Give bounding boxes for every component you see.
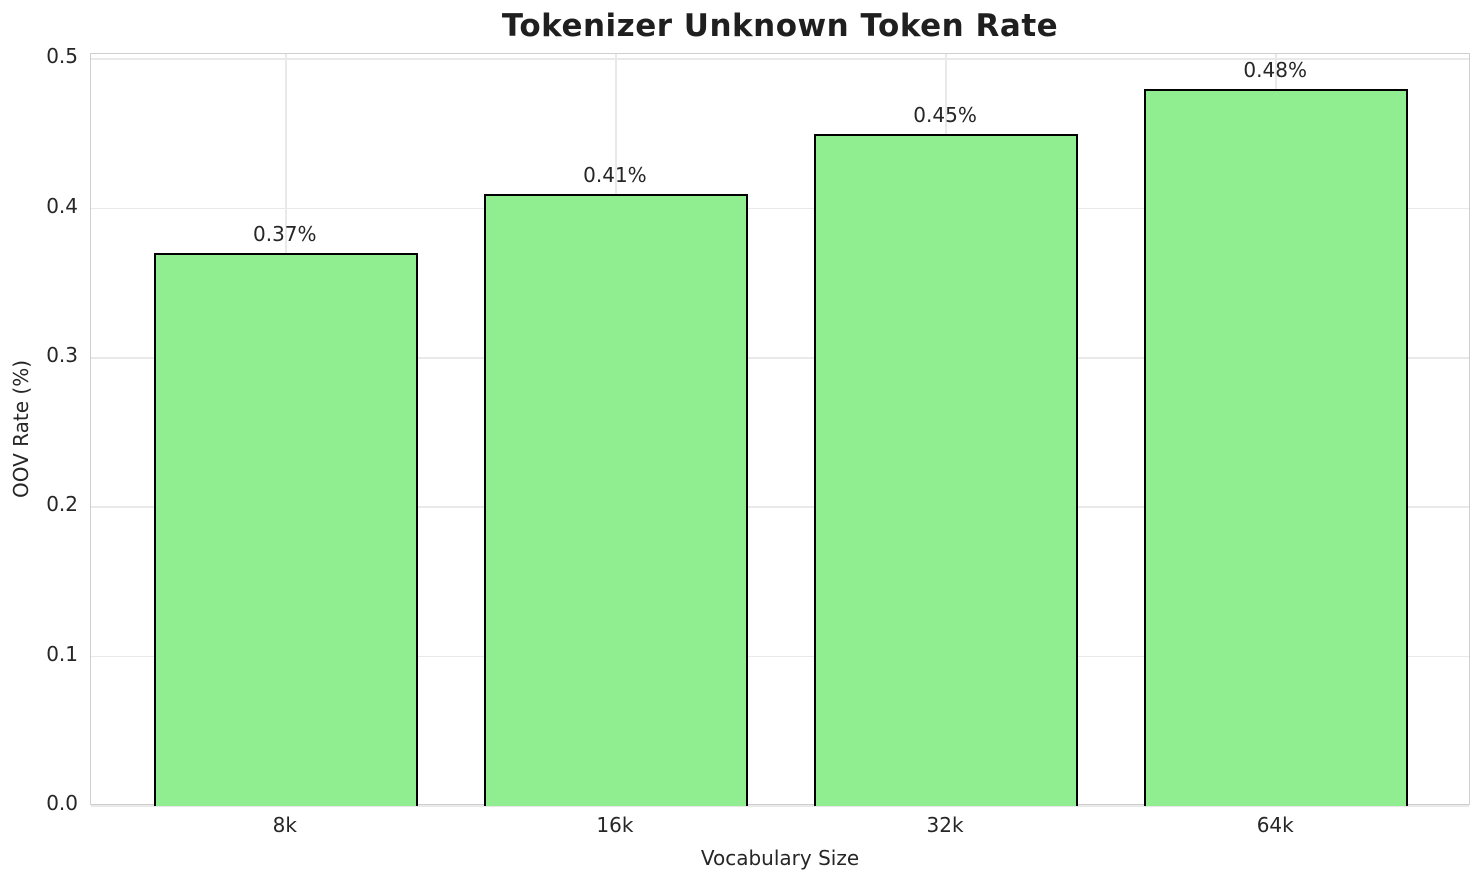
y-tick-label: 0.5 bbox=[46, 44, 78, 69]
h-gridline bbox=[91, 655, 1469, 658]
y-tick-label: 0.2 bbox=[46, 492, 78, 517]
bar-value-label: 0.48% bbox=[1243, 58, 1307, 83]
chart-title: Tokenizer Unknown Token Rate bbox=[501, 8, 1059, 44]
plot-area bbox=[90, 53, 1470, 807]
x-axis-label: Vocabulary Size bbox=[700, 846, 860, 870]
h-gridline bbox=[91, 805, 1469, 807]
x-tick-label: 64k bbox=[1256, 813, 1294, 837]
y-tick-label: 0.3 bbox=[46, 342, 78, 367]
h-gridline bbox=[91, 58, 1469, 61]
h-gridline bbox=[91, 357, 1469, 359]
bar bbox=[483, 193, 748, 806]
bar-value-label: 0.45% bbox=[913, 102, 977, 127]
h-gridline bbox=[91, 207, 1469, 210]
x-tick-label: 32k bbox=[926, 813, 964, 837]
y-tick-label: 0.4 bbox=[46, 193, 78, 218]
bar bbox=[814, 133, 1079, 806]
bar bbox=[153, 253, 418, 806]
x-tick-label: 16k bbox=[596, 813, 634, 837]
bar-value-label: 0.37% bbox=[253, 222, 317, 247]
x-tick-label: 8k bbox=[272, 813, 297, 837]
bar-value-label: 0.41% bbox=[583, 162, 647, 187]
y-tick-label: 0.1 bbox=[46, 641, 78, 666]
y-tick-label: 0.0 bbox=[46, 791, 78, 815]
y-axis-label: OOV Rate (%) bbox=[9, 360, 33, 498]
bar bbox=[1144, 89, 1409, 806]
h-gridline bbox=[91, 506, 1469, 509]
